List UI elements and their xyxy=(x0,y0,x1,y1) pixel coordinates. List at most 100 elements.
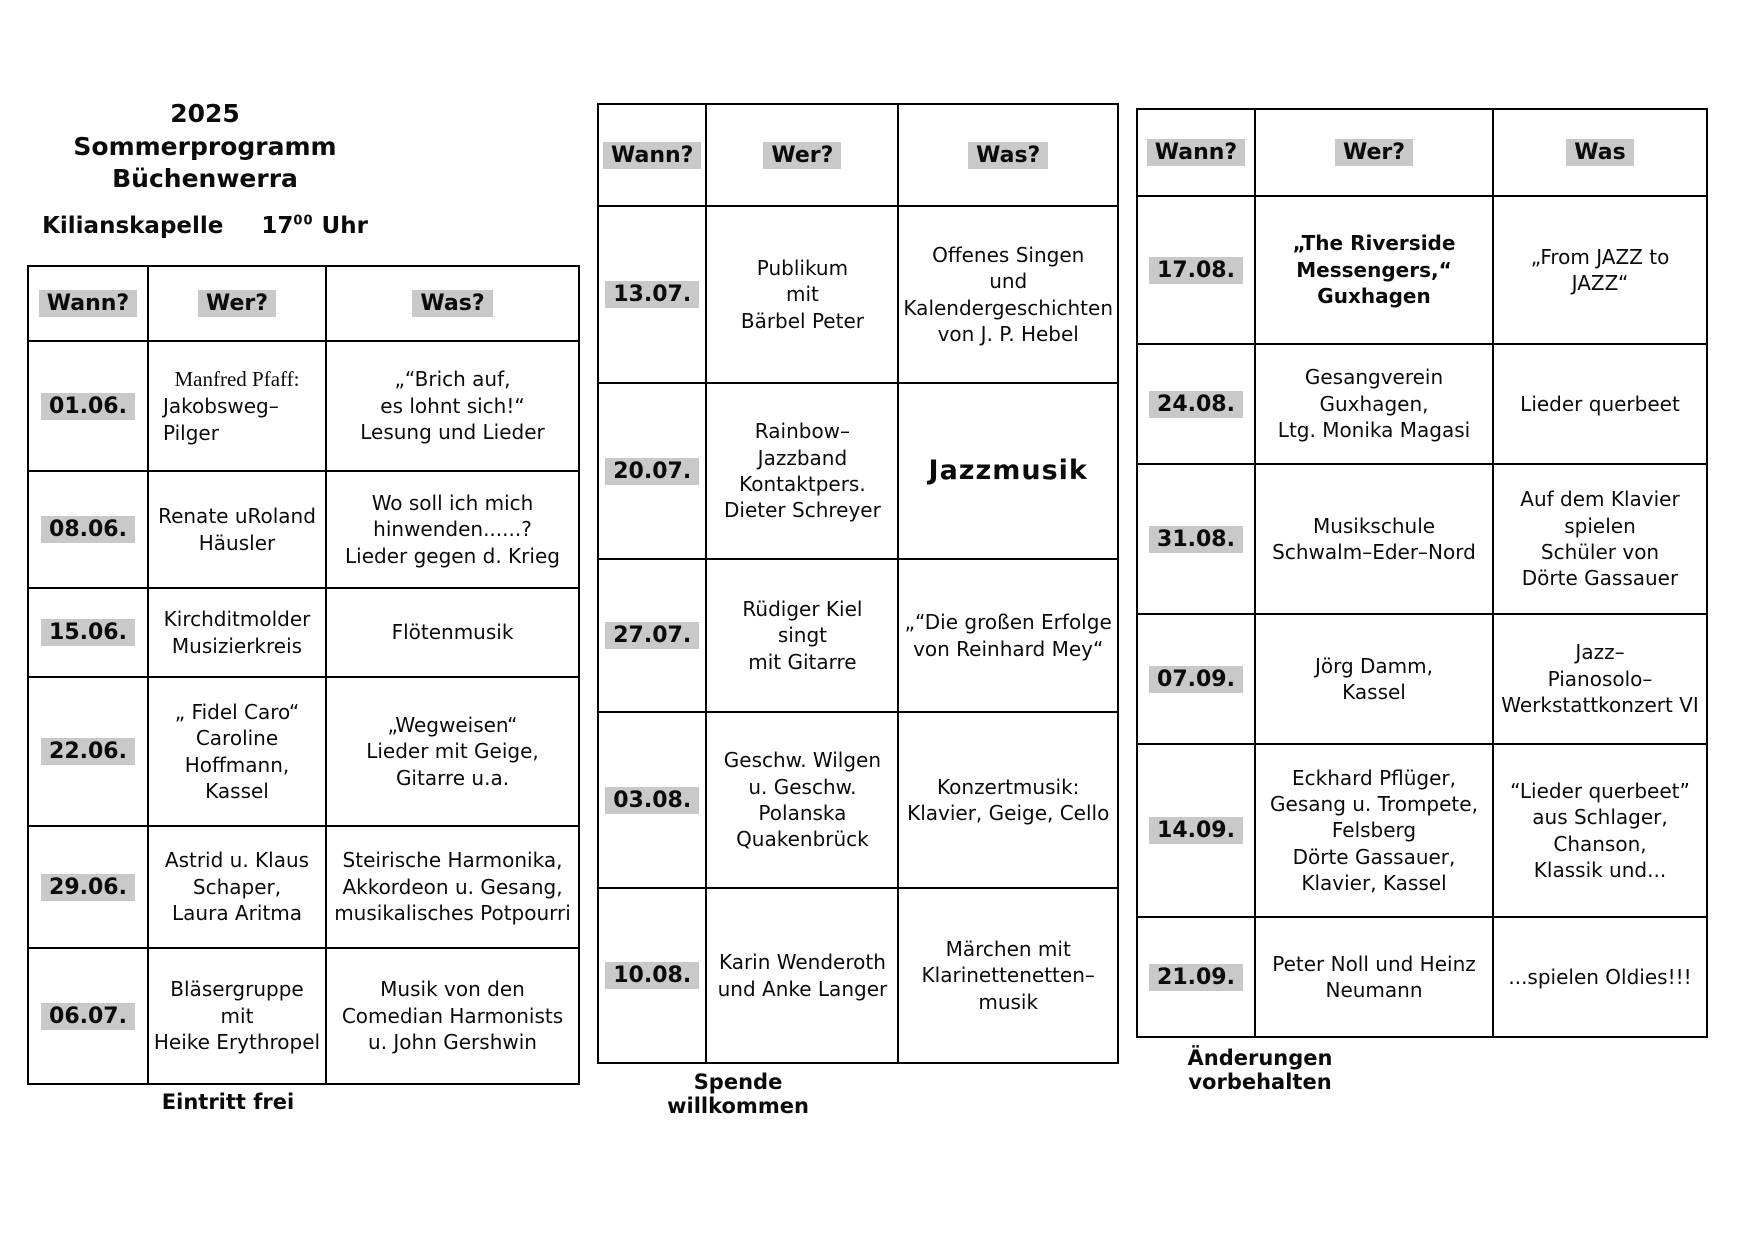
table-row: 29.06. Astrid u. Klaus Schaper, Laura Aritm… xyxy=(27,825,580,949)
date-cell: 06.07. xyxy=(27,947,149,1085)
program-cell: Wo soll ich mich hinwenden......? Lieder g… xyxy=(325,470,580,589)
table-row: 24.08. Gesangverein Guxhagen, Ltg. Monika M… xyxy=(1136,343,1708,465)
column-header-badge: Wann? xyxy=(603,141,702,169)
table-row: 13.07. Publikum mit Bärbel Peter Offenes Sin… xyxy=(596,205,1119,384)
performer-cell: Peter Noll und Heinz Neumann xyxy=(1254,916,1494,1038)
column-header-cell: Was? xyxy=(325,265,580,342)
date-badge: 21.09. xyxy=(1149,963,1243,991)
header-row: Wann? Wer? Was xyxy=(1136,108,1708,197)
performer-cell: Manfred Pfaff: Jakobsweg– Pilger xyxy=(147,340,327,472)
date-cell: 20.07. xyxy=(596,382,708,560)
table-row: 15.06. Kirchditmolder Musizierkreis Flötenm… xyxy=(27,587,580,678)
column-header-badge: Was xyxy=(1566,139,1634,166)
column-header-cell: Was? xyxy=(897,103,1119,207)
cell-line: Messengers,“ xyxy=(1296,257,1452,282)
date-badge: 07.09. xyxy=(1149,665,1243,693)
date-badge: 14.09. xyxy=(1149,817,1243,844)
performer-cell: Gesangverein Guxhagen, Ltg. Monika Magasi xyxy=(1254,343,1494,465)
date-badge: 03.08. xyxy=(605,786,700,814)
cell-line: musik xyxy=(978,989,1039,1014)
cell-line: Lesung und Lieder xyxy=(360,420,545,445)
cell-line: Gesang u. Trompete, xyxy=(1270,791,1478,816)
cell-line: Astrid u. Klaus xyxy=(164,848,310,873)
schedule-table: Wann? Wer? Was 17.08. „The Riverside Messenge… xyxy=(1136,108,1708,1038)
cell-line: Klavier, Geige, Cello xyxy=(907,801,1110,825)
date-cell: 31.08. xyxy=(1136,463,1256,615)
column-header-badge: Wer? xyxy=(763,141,842,169)
cell-line: Jazzband xyxy=(757,445,848,470)
schedule-table: Wann? Wer? Was? 01.06. Manfred Pfaff: Jakobsw… xyxy=(27,265,580,1085)
date-badge: 22.06. xyxy=(41,738,135,765)
program-cell: „From JAZZ to JAZZ“ xyxy=(1492,195,1708,345)
date-badge: 31.08. xyxy=(1149,525,1243,553)
date-cell: 22.06. xyxy=(27,676,149,827)
cell-line: „“Brich auf, xyxy=(394,367,511,392)
program-cell: „Wegweisen“ Lieder mit Geige, Gitarre u.a. xyxy=(325,676,580,827)
cell-line: Kassel xyxy=(205,778,269,803)
cell-line: Steirische Harmonika, xyxy=(342,848,563,873)
cell-line: Caroline xyxy=(195,726,279,751)
date-cell: 15.06. xyxy=(27,587,149,678)
date-cell: 13.07. xyxy=(596,205,708,384)
cell-line: Felsberg xyxy=(1331,818,1417,843)
program-cell: Flötenmusik xyxy=(325,587,580,678)
performer-cell: Rüdiger Kiel singt mit Gitarre xyxy=(705,558,900,713)
date-cell: 27.07. xyxy=(596,558,708,713)
cell-line: Lieder querbeet xyxy=(1520,391,1680,416)
program-cell: Steirische Harmonika, Akkordeon u. Gesang… xyxy=(325,825,580,949)
performer-cell: Jörg Damm, Kassel xyxy=(1254,613,1494,745)
cell-line: JAZZ“ xyxy=(1571,271,1629,295)
cell-line: Bärbel Peter xyxy=(740,308,864,333)
cell-line: Rainbow– xyxy=(754,419,851,444)
cell-line: Dieter Schreyer xyxy=(724,498,881,523)
table-row: 07.09. Jörg Damm, Kassel Jazz– Pianosolo– Wer… xyxy=(1136,613,1708,745)
date-badge: 29.06. xyxy=(41,873,135,901)
cell-line: Pianosolo– xyxy=(1547,666,1653,691)
date-badge: 20.07. xyxy=(605,457,700,485)
cell-line: Jazz– xyxy=(1575,640,1625,665)
cell-line: Akkordeon u. Gesang, xyxy=(342,874,563,899)
date-cell: 17.08. xyxy=(1136,195,1256,345)
table-row: 21.09. Peter Noll und Heinz Neumann ...spie… xyxy=(1136,916,1708,1038)
cell-line: aus Schlager, Chanson, xyxy=(1532,805,1668,856)
cell-line: „“Die großen Erfolge xyxy=(904,610,1112,635)
title-time-hour: 17 xyxy=(261,212,294,239)
date-cell: 03.08. xyxy=(596,711,708,889)
cell-line: Schüler von xyxy=(1540,540,1660,564)
program-table-august-september: Wann? Wer? Was 17.08. „The Riverside Messenge… xyxy=(1136,108,1708,1038)
cell-line: Flötenmusik xyxy=(391,620,514,645)
cell-line: Kassel xyxy=(1342,680,1406,704)
date-badge: 10.08. xyxy=(605,962,700,989)
cell-line: Schaper, xyxy=(192,874,282,899)
title-year: 2025 xyxy=(170,99,240,128)
cell-line: Offenes Singen xyxy=(932,242,1085,267)
cell-line: Peter Noll und Heinz xyxy=(1272,951,1476,976)
cell-line: Guxhagen, xyxy=(1319,391,1429,416)
cell-line: von J. P. Hebel xyxy=(937,321,1079,346)
performer-cell: Geschw. Wilgen u. Geschw. Polanska Quakenbr… xyxy=(705,711,900,889)
date-badge: 06.07. xyxy=(41,1002,135,1030)
cell-line: spielen xyxy=(1564,513,1636,538)
cell-line: Häusler xyxy=(198,530,276,555)
program-cell: Konzertmusik: Klavier, Geige, Cello xyxy=(897,711,1119,889)
cell-line: „The Riverside xyxy=(1292,231,1456,256)
performer-cell: Renate uRoland Häusler xyxy=(147,470,327,589)
cell-line: Musik von den xyxy=(380,977,525,1002)
header-row: Wann? Wer? Was? xyxy=(596,103,1119,207)
cell-line: Klavier, Kassel xyxy=(1301,871,1447,896)
column-header-badge: Wer? xyxy=(197,290,276,317)
table-row: 10.08. Karin Wenderoth und Anke Langer Märc… xyxy=(596,887,1119,1064)
cell-line: und Anke Langer xyxy=(717,976,888,1001)
program-table-june-july: Wann? Wer? Was? 01.06. Manfred Pfaff: Jakobsw… xyxy=(27,265,580,1085)
column-header-cell: Wer? xyxy=(705,103,900,207)
cell-line: Kirchditmolder xyxy=(163,607,311,632)
performer-cell: Rainbow– Jazzband Kontaktpers. Dieter Schre… xyxy=(705,382,900,560)
program-cell: „“Brich auf, es lohnt sich!“ Lesung und Li… xyxy=(325,340,580,472)
date-badge: 15.06. xyxy=(41,619,135,646)
cell-line: Musikschule xyxy=(1312,513,1436,538)
cell-line: Dörte Gassauer, xyxy=(1292,844,1456,869)
date-cell: 24.08. xyxy=(1136,343,1256,465)
table-row: 03.08. Geschw. Wilgen u. Geschw. Polanska Qu… xyxy=(596,711,1119,889)
column-header-badge: Wann? xyxy=(1146,139,1246,166)
cell-line: Rüdiger Kiel xyxy=(742,596,863,621)
